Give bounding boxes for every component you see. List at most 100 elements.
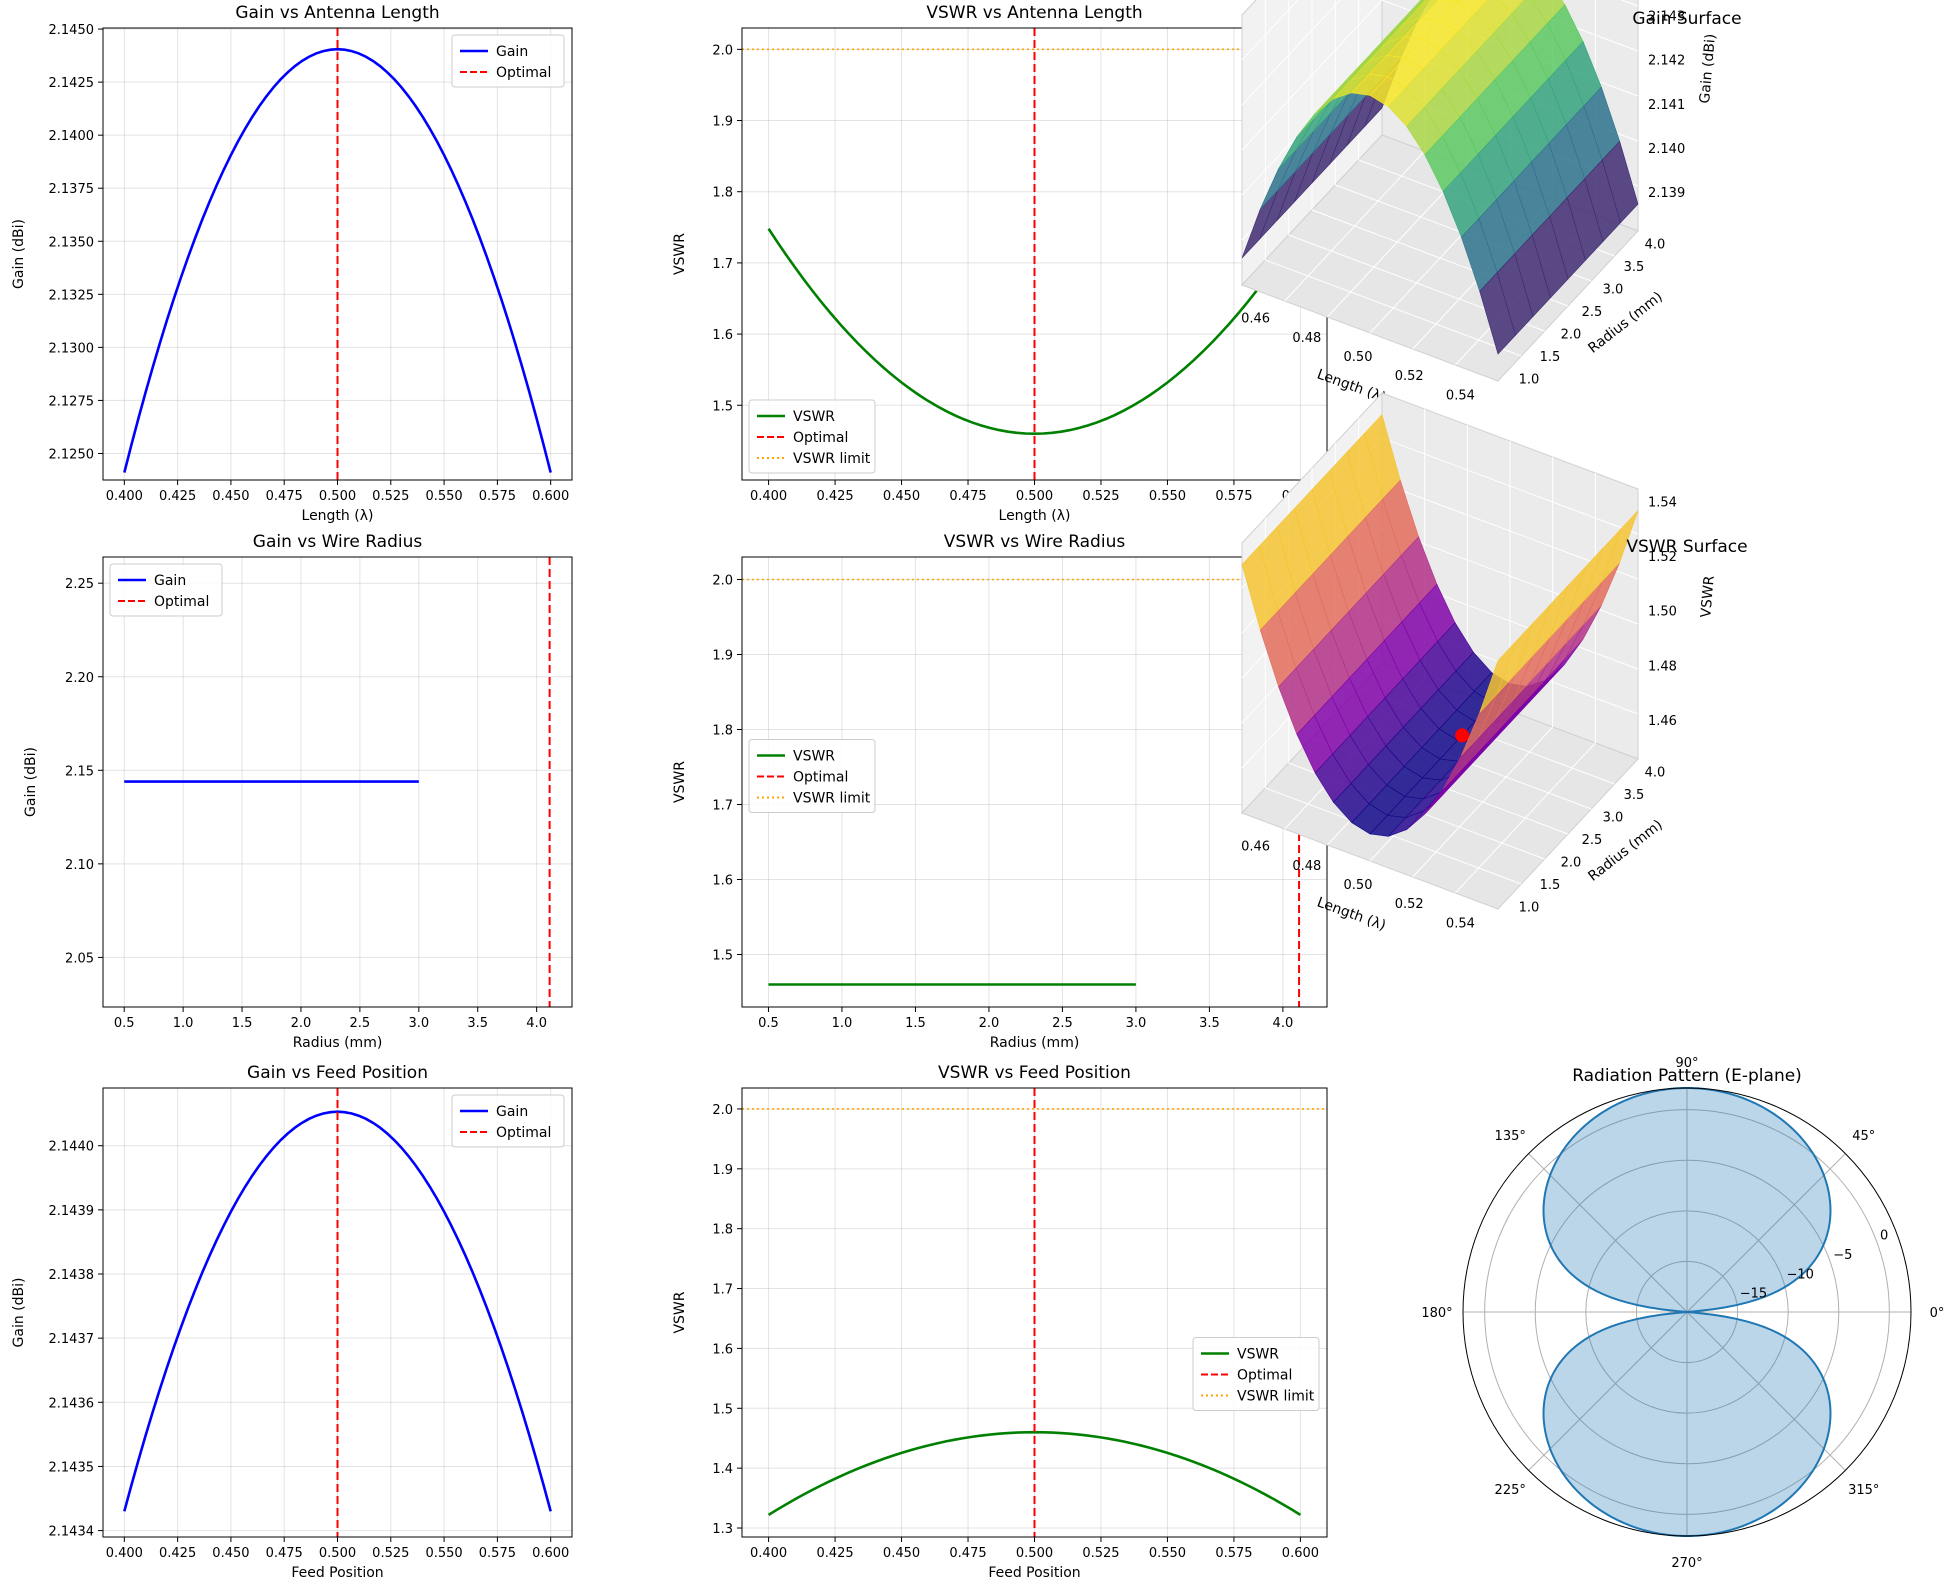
z-tick-label: 2.143 [1648,10,1685,25]
z-tick-label: 1.52 [1648,550,1677,565]
x-tick-label: 0.50 [1344,350,1373,365]
surface-facet [1479,641,1516,713]
y-axis-label: Radius (mm) [1585,817,1665,885]
y-tick-label: 3.0 [1603,283,1624,298]
angle-tick-label: 180° [1421,1306,1452,1321]
x-tick-label: 0.46 [1241,840,1270,855]
radial-tick-label: 0 [1880,1229,1888,1244]
y-tick-label: 1.4 [712,1462,733,1477]
y-tick-label: 2.1438 [49,1268,95,1283]
x-tick-label: 0.525 [1082,1546,1119,1561]
x-tick-label: 0.600 [532,1546,569,1561]
legend-box [748,739,876,813]
y-tick-label: 2.1425 [49,76,95,91]
y-tick-label: 2.0 [1561,856,1582,871]
angle-tick-label: 135° [1495,1129,1526,1144]
axes-frame [102,27,573,481]
x-tick-label: 0.52 [1395,369,1424,384]
y-tick-label: 2.5 [1582,305,1603,320]
angle-tick-label: 45° [1852,1129,1875,1144]
chart-title: Gain vs Antenna Length [235,3,439,23]
x-tick-label: 1.0 [832,1016,853,1031]
x-tick-label: 0.48 [1292,859,1321,874]
z-axis-label: Gain (dBi) [1697,33,1719,104]
y-tick-label: 2.0 [712,1103,733,1118]
y-tick-label: 1.5 [712,949,733,964]
x-tick-label: 0.475 [266,489,303,504]
x-tick-label: 2.0 [979,1016,1000,1031]
x-tick-label: 0.500 [319,1546,356,1561]
x-tick-label: 0.46 [1241,312,1270,327]
x-tick-label: 0.425 [816,1546,853,1561]
panel-p8: 0.400 0.425 0.450 0.475 0.500 0.525 0.550 0.575… [672,1063,1328,1581]
x-tick-label: 0.500 [1016,489,1053,504]
panel-p2: 0.400 0.425 0.450 0.475 0.500 0.525 0.550 0.575… [672,3,1328,524]
axes-frame [741,1087,1328,1538]
radial-tick-label: −15 [1740,1287,1767,1302]
x-axis-label: Radius (mm) [990,1035,1080,1051]
y-tick-label: 4.0 [1645,766,1666,781]
y-tick-label: 1.6 [712,874,733,889]
x-tick-label: 4.0 [1273,1016,1294,1031]
angle-tick-label: 270° [1671,1556,1702,1571]
y-tick-label: 1.6 [712,1342,733,1357]
x-tick-label: 0.400 [106,489,143,504]
chart-title: Gain Surface [1632,9,1741,29]
y-tick-label: 1.8 [712,724,733,739]
x-tick-label: 0.525 [372,489,409,504]
legend-label: Gain [154,573,186,589]
legend: VSWR Optimal VSWR limit [748,399,876,474]
x-tick-label: 0.5 [758,1016,779,1031]
axes-frame [102,556,573,1008]
legend-label: VSWR [793,749,835,765]
x-tick-label: 1.0 [173,1016,194,1031]
y-tick-label: 1.6 [712,328,733,343]
x-tick-label: 0.50 [1344,878,1373,893]
x-axis-label: Feed Position [291,1565,383,1581]
y-tick-label: 2.1435 [49,1460,95,1475]
y-tick-label: 3.5 [1624,260,1645,275]
legend-label: Optimal [496,65,551,81]
legend: Gain Optimal [109,563,223,617]
radial-tick-label: −10 [1786,1267,1813,1282]
legend-label: VSWR limit [793,451,871,467]
y-tick-label: 1.9 [712,115,733,130]
panel-p3: 0.46 0.48 0.50 0.52 0.54 1.01.52.02.53.03.54.… [1241,0,1742,406]
x-tick-label: 0.500 [319,489,356,504]
angle-tick-label: 315° [1848,1483,1879,1498]
x-tick-label: 0.500 [1016,1546,1053,1561]
y-tick-label: 1.3 [712,1522,733,1537]
y-tick-label: 2.1275 [49,394,95,409]
legend-label: Gain [496,44,528,60]
x-tick-label: 0.475 [949,489,986,504]
optimum-marker [1455,728,1470,743]
y-tick-label: 2.1300 [49,341,95,356]
y-tick-label: 1.7 [712,799,733,814]
legend-label: VSWR limit [793,791,871,807]
legend-label: Optimal [1237,1368,1292,1384]
z-tick-label: 2.139 [1648,186,1685,201]
y-axis-label: VSWR [672,233,688,275]
x-tick-label: 1.5 [232,1016,253,1031]
chart-title: VSWR vs Wire Radius [944,532,1126,552]
x-tick-label: 0.450 [883,1546,920,1561]
x-tick-label: 0.475 [949,1546,986,1561]
y-tick-label: 2.1350 [49,235,95,250]
surface-facet [1479,271,1516,355]
y-tick-label: 3.5 [1624,788,1645,803]
panel-p4: 0.5 1.0 1.5 2.0 2.5 3.0 3.5 4.0 2.05 2.10 2.15 2.20… [23,532,573,1051]
y-tick-label: 2.25 [65,577,94,592]
x-tick-label: 0.550 [425,1546,462,1561]
y-tick-label: 2.1375 [49,182,95,197]
x-axis-label: Length (λ) [302,508,374,524]
panel-p1: 0.400 0.425 0.450 0.475 0.500 0.525 0.550 0.575… [11,3,573,524]
x-tick-label: 3.0 [1126,1016,1147,1031]
angular-gridline [1528,1311,1688,1471]
y-axis-label: VSWR [672,1291,688,1333]
y-tick-label: 1.8 [712,186,733,201]
y-tick-label: 2.05 [65,951,94,966]
angle-tick-label: 90° [1675,1056,1698,1071]
y-tick-label: 1.5 [712,1402,733,1417]
x-tick-label: 0.475 [266,1546,303,1561]
y-tick-label: 2.10 [65,858,94,873]
